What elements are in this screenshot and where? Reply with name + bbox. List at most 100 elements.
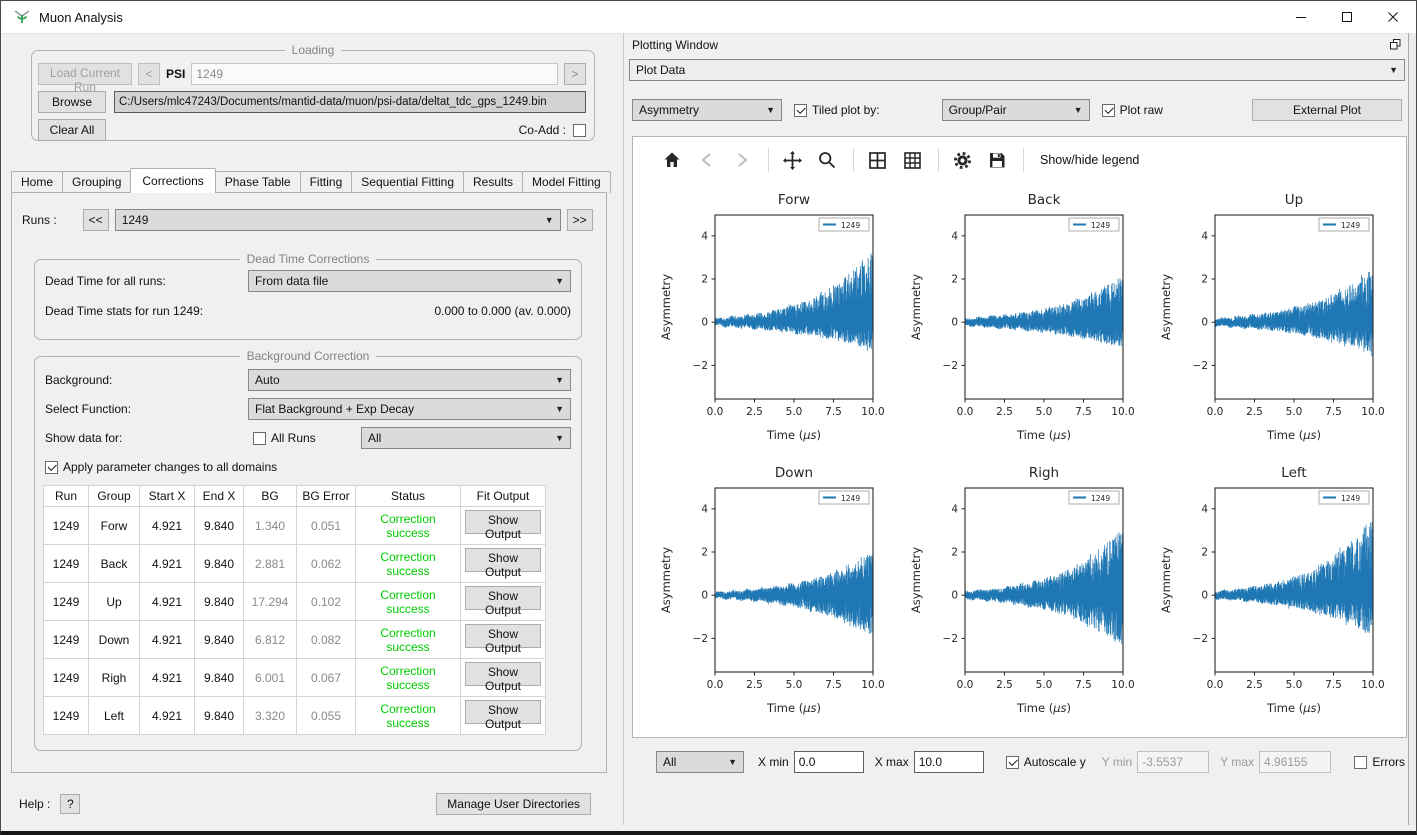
svg-text:5.0: 5.0 [1036, 679, 1053, 691]
table-row: 1249 Forw 4.921 9.840 1.340 0.051 Correction s… [43, 506, 546, 545]
tab-phase-table[interactable]: Phase Table [214, 171, 301, 193]
select-function-combo[interactable]: Flat Background + Exp Decay ▼ [248, 398, 571, 420]
svg-text:2: 2 [701, 547, 708, 559]
svg-text:2: 2 [1201, 547, 1208, 559]
all-runs-checkbox[interactable] [253, 431, 266, 445]
help-button[interactable]: ? [60, 794, 81, 814]
svg-text:0: 0 [1201, 317, 1208, 329]
show-output-button[interactable]: Show Output [465, 662, 541, 693]
tile-by-combo[interactable]: Group/Pair ▼ [941, 99, 1090, 121]
svg-text:Up: Up [1285, 192, 1303, 208]
dead-time-stats-value: 0.000 to 0.000 (av. 0.000) [434, 304, 571, 318]
svg-text:2.5: 2.5 [996, 679, 1013, 691]
next-run-button[interactable]: > [564, 63, 586, 85]
close-button[interactable] [1370, 1, 1416, 33]
y-min-input[interactable] [1137, 751, 1210, 773]
cell: 9.840 [194, 582, 244, 621]
settings-icon[interactable] [951, 149, 973, 171]
svg-text:−2: −2 [1193, 360, 1208, 372]
svg-text:1249: 1249 [841, 221, 860, 230]
maximize-button[interactable] [1324, 1, 1370, 33]
chevron-down-icon: ▼ [555, 276, 564, 286]
svg-text:Asymmetry: Asymmetry [909, 274, 923, 340]
cell: 1249 [43, 658, 89, 697]
window-title: Muon Analysis [39, 9, 123, 25]
column-header-bg-error: BG Error [296, 485, 356, 507]
show-output-button[interactable]: Show Output [465, 548, 541, 579]
show-output-button[interactable]: Show Output [465, 510, 541, 541]
tiled-plot-checkbox[interactable] [794, 103, 807, 117]
cell: 9.840 [194, 544, 244, 583]
cell: 4.921 [139, 506, 195, 545]
pan-icon[interactable] [781, 149, 803, 171]
svg-text:Asymmetry: Asymmetry [659, 274, 673, 340]
tab-home[interactable]: Home [11, 171, 64, 193]
svg-text:Left: Left [1281, 465, 1306, 481]
column-header-bg: BG [243, 485, 297, 507]
plot-selection-combo[interactable]: All ▼ [656, 751, 744, 773]
cell: 9.840 [194, 506, 244, 545]
zoom-icon[interactable] [816, 149, 838, 171]
autoscale-y-checkbox[interactable] [1005, 755, 1019, 769]
tab-corrections[interactable]: Corrections [130, 168, 216, 193]
errors-checkbox[interactable] [1354, 755, 1368, 769]
clear-all-button[interactable]: Clear All [38, 119, 106, 141]
float-dock-icon[interactable] [1387, 36, 1403, 52]
cell: 0.055 [296, 696, 356, 735]
select-function-label: Select Function: [45, 402, 132, 416]
back-icon[interactable] [696, 149, 718, 171]
x-max-input[interactable] [913, 751, 984, 773]
cell: 9.840 [194, 696, 244, 735]
tab-fitting[interactable]: Fitting [299, 171, 353, 193]
coadd-checkbox[interactable] [573, 123, 586, 137]
svg-text:10.0: 10.0 [1361, 406, 1384, 418]
runs-next-button[interactable]: >> [566, 209, 593, 231]
show-output-button[interactable]: Show Output [465, 624, 541, 655]
run-number-input[interactable] [191, 63, 558, 85]
toolbar-separator [853, 148, 854, 172]
load-current-run-button[interactable]: Load Current Run [38, 63, 132, 94]
save-icon[interactable] [986, 149, 1008, 171]
tab-results[interactable]: Results [463, 171, 524, 193]
manage-user-directories-button[interactable]: Manage User Directories [436, 793, 591, 815]
plot-raw-checkbox[interactable] [1101, 103, 1115, 117]
cell: Left [88, 696, 140, 735]
show-output-button[interactable]: Show Output [465, 700, 541, 731]
y-max-input[interactable] [1259, 751, 1332, 773]
figure-panel: Show/hide legend Forw Asymmetry 0.0 2.5 5.0 7… [632, 136, 1407, 738]
dead-time-mode-combo[interactable]: From data file ▼ [248, 270, 571, 292]
browse-button[interactable]: Browse [38, 91, 106, 113]
forward-icon[interactable] [731, 149, 753, 171]
tile-2x2-icon[interactable] [866, 149, 888, 171]
home-icon[interactable] [661, 149, 683, 171]
plot-type-combo[interactable]: Asymmetry ▼ [632, 99, 782, 121]
prev-run-button[interactable]: < [138, 63, 160, 85]
show-output-button[interactable]: Show Output [465, 586, 541, 617]
status-text: Correction success [355, 620, 461, 659]
background-legend: Background Correction [246, 349, 370, 363]
file-path-field[interactable] [114, 91, 586, 113]
show-hide-legend-label[interactable]: Show/hide legend [1040, 153, 1140, 167]
svg-text:0.0: 0.0 [1207, 679, 1224, 691]
svg-text:2.5: 2.5 [1246, 679, 1263, 691]
app-icon [14, 10, 30, 23]
tab-sequential-fitting[interactable]: Sequential Fitting [351, 171, 465, 193]
plot-data-combo[interactable]: Plot Data ▼ [629, 59, 1405, 81]
minimize-button[interactable] [1278, 1, 1324, 33]
svg-text:4: 4 [701, 503, 708, 515]
background-combo[interactable]: Auto ▼ [248, 369, 571, 391]
x-min-input[interactable] [793, 751, 864, 773]
tile-3x3-icon[interactable] [901, 149, 923, 171]
subplot-back: Back Asymmetry 0.0 2.5 5.0 7.5 10.0 −2 0 2 4 Time (… [903, 187, 1153, 460]
svg-text:0.0: 0.0 [957, 679, 974, 691]
tab-grouping[interactable]: Grouping [62, 171, 132, 193]
tab-model-fitting[interactable]: Model Fitting [522, 171, 611, 193]
svg-text:4: 4 [951, 230, 958, 242]
runs-prev-button[interactable]: << [82, 209, 109, 231]
apply-all-domains-checkbox[interactable] [45, 460, 58, 474]
external-plot-button[interactable]: External Plot [1252, 99, 1402, 121]
plotting-window-panel: Plotting Window Plot Data ▼ Asymmetry ▼ Ti… [623, 33, 1408, 825]
runs-combo[interactable]: 1249 ▼ [114, 209, 561, 231]
show-data-for-combo[interactable]: All ▼ [361, 427, 571, 449]
svg-text:0: 0 [1201, 590, 1208, 602]
